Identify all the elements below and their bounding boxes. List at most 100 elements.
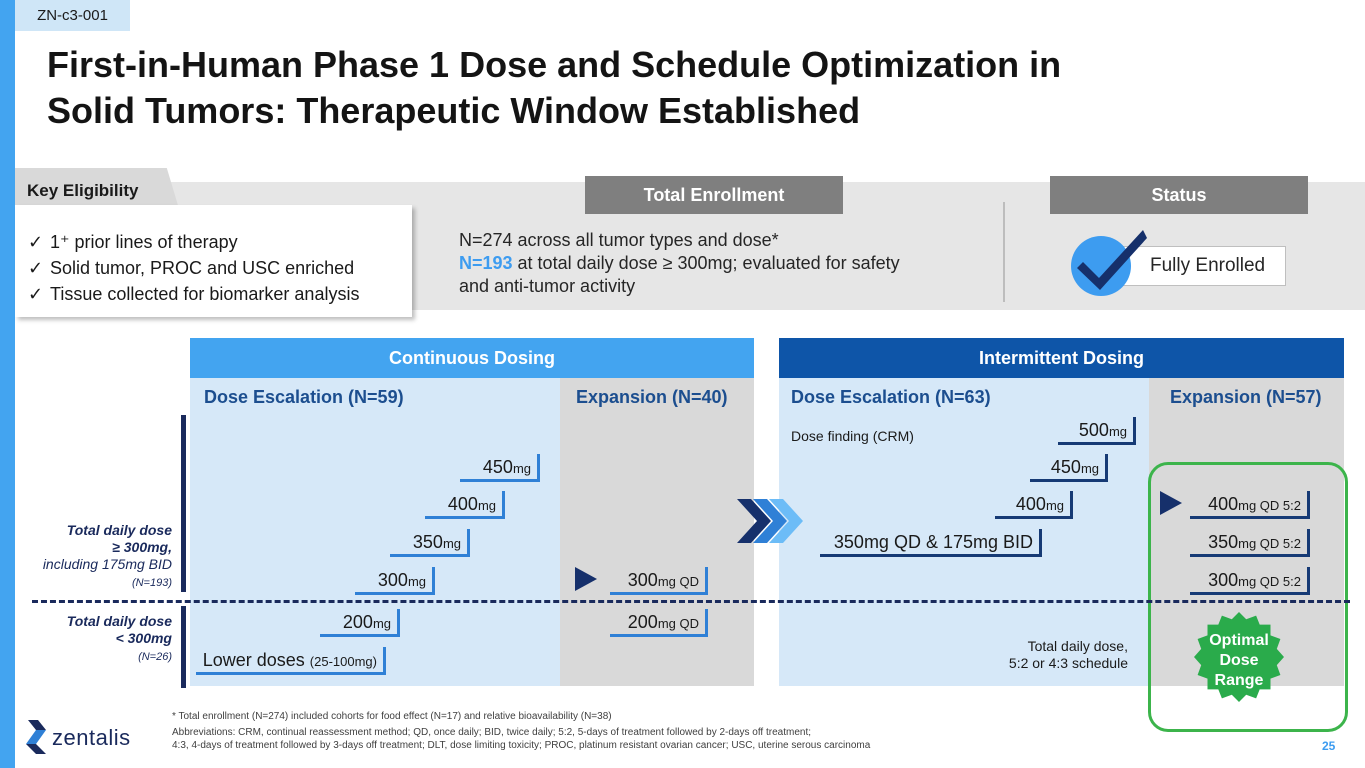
dose-unit: mg (442, 536, 461, 551)
zentalis-logo-icon (26, 720, 48, 754)
dose-range: (25-100mg) (309, 654, 377, 669)
optimal-dose-label: Optimal Dose Range (1194, 631, 1284, 691)
eligibility-item: ✓ Solid tumor, PROC and USC enriched (28, 255, 359, 281)
dose-unit: mg (1045, 498, 1064, 513)
status-badge: Fully Enrolled (1110, 246, 1286, 286)
eligibility-item: ✓ Tissue collected for biomarker analysis (28, 281, 359, 307)
expansion-dose-300mg-qd: 300mg QD (610, 567, 708, 595)
dose-value: 200 (342, 612, 373, 632)
dose-value: 350 (412, 532, 443, 552)
dose-value: Lower doses (202, 650, 310, 670)
key-eligibility-box (15, 205, 412, 317)
continuous-escalation-panel (190, 378, 560, 686)
key-eligibility-tab (15, 168, 180, 212)
dose-value: 350 (1208, 532, 1239, 552)
upper-dose-label: Total daily dose ≥ 300mg, including 175m… (20, 522, 172, 592)
dose-unit: mg (372, 616, 391, 631)
dose-300mg: 300mg (355, 567, 435, 595)
page-number: 25 (1322, 739, 1336, 753)
dose-value: 300 (377, 570, 408, 590)
enrollment-line-1: N=274 across all tumor types and dose* (459, 230, 779, 250)
dose-450mg-intermittent: 450mg (1030, 454, 1108, 482)
dose-400mg: 400mg (425, 491, 505, 519)
intermittent-escalation-label: Dose Escalation (N=63) (791, 387, 991, 407)
divider (1003, 202, 1005, 302)
dose-value: 300 (1208, 570, 1239, 590)
dose-value: 400 (447, 494, 478, 514)
dose-450mg: 450mg (460, 454, 540, 482)
lower-bracket (181, 606, 186, 688)
eligibility-text: 1⁺ prior lines of therapy (50, 232, 238, 252)
side-label-count: (N=26) (138, 651, 172, 663)
enrollment-line-2: N=193 at total daily dose ≥ 300mg; evalu… (459, 252, 900, 275)
check-icon: ✓ (28, 258, 44, 278)
optimal-range-box (1148, 462, 1348, 732)
side-label-count: (N=193) (131, 577, 172, 589)
side-label-bold: Total daily dose (66, 522, 172, 538)
continuous-expansion-label: Expansion (N=40) (576, 387, 728, 407)
enrollment-text: N=274 across all tumor types and dose* N… (459, 229, 900, 298)
status-header: Status (1050, 176, 1308, 214)
dose-lower: Lower doses (25-100mg) (196, 647, 386, 675)
side-label-bold: Total daily dose (66, 613, 172, 629)
dose-value: 450 (1050, 457, 1081, 477)
footnote-1: * Total enrollment (N=274) included coho… (172, 711, 612, 722)
dose-unit: mg (477, 498, 496, 513)
schedule-note-line: Total daily dose, (1027, 638, 1128, 654)
eligibility-text: Tissue collected for biomarker analysis (50, 284, 360, 304)
eligibility-list: ✓ 1⁺ prior lines of therapy ✓ Solid tumor,… (28, 229, 359, 307)
dose-value: 300 (627, 570, 658, 590)
expansion-arrow-icon (575, 567, 597, 591)
dose-350mg: 350mg (390, 529, 470, 557)
dose-unit: mg (1108, 424, 1127, 439)
dose-value: 400 (1208, 494, 1239, 514)
dose-unit: mg (407, 574, 426, 589)
enrollment-rest: at total daily dose ≥ 300mg; evaluated f… (512, 253, 900, 273)
footnote-3: 4:3, 4-days of treatment followed by 3-d… (172, 740, 871, 751)
title-line-2: Solid Tumors: Therapeutic Window Establi… (47, 90, 861, 131)
slide-title: First-in-Human Phase 1 Dose and Schedule… (47, 42, 1197, 134)
dose-unit: mg QD 5:2 (1238, 574, 1301, 589)
enrollment-highlight: N=193 (459, 253, 513, 273)
check-icon: ✓ (28, 284, 44, 304)
expansion-dose-300mg-qd-52: 300mg QD 5:2 (1190, 567, 1310, 595)
check-icon: ✓ (28, 232, 44, 252)
zentalis-logo-text: zentalis (52, 725, 131, 750)
optimal-line: Range (1214, 672, 1264, 689)
lower-dose-label: Total daily dose < 300mg (N=26) (20, 613, 172, 666)
key-eligibility-label: Key Eligibility (27, 181, 139, 200)
eligibility-item: ✓ 1⁺ prior lines of therapy (28, 229, 359, 255)
crm-note: Dose finding (CRM) (791, 428, 914, 444)
dose-unit: mg QD 5:2 (1238, 498, 1301, 513)
side-label-bold: ≥ 300mg, (112, 539, 172, 555)
dose-unit: mg (1080, 461, 1099, 476)
schedule-note: Total daily dose, 5:2 or 4:3 schedule (980, 638, 1128, 672)
dose-400mg-intermittent: 400mg (995, 491, 1073, 519)
dose-unit: mg (512, 461, 531, 476)
upper-bracket (181, 415, 186, 592)
side-label-bold: < 300mg (115, 630, 172, 646)
check-icon (1071, 230, 1147, 296)
optimal-dose-badge (1194, 612, 1284, 702)
expansion-dose-400mg-qd-52: 400mg QD 5:2 (1190, 491, 1310, 519)
slide-tag: ZN-c3-001 (15, 0, 130, 31)
continuous-dosing-header: Continuous Dosing (190, 338, 754, 378)
side-label-text: including 175mg BID (42, 556, 172, 572)
intermittent-expansion-label: Expansion (N=57) (1170, 387, 1322, 407)
chevron-right-icon (737, 496, 807, 546)
dose-value: 450 (482, 457, 513, 477)
expansion-dose-200mg-qd: 200mg QD (610, 609, 708, 637)
continuous-expansion-panel (560, 378, 754, 686)
intermittent-escalation-panel (779, 378, 1149, 686)
intermittent-dosing-header: Intermittent Dosing (779, 338, 1344, 378)
enrollment-line-3: and anti-tumor activity (459, 276, 636, 296)
title-line-1: First-in-Human Phase 1 Dose and Schedule… (47, 44, 1062, 85)
dose-unit: mg QD 5:2 (1238, 536, 1301, 551)
dose-value: 400 (1015, 494, 1046, 514)
eligibility-text: Solid tumor, PROC and USC enriched (50, 258, 355, 278)
continuous-escalation-label: Dose Escalation (N=59) (204, 387, 404, 407)
dose-value: 500 (1078, 420, 1109, 440)
dose-200mg: 200mg (320, 609, 400, 637)
total-enrollment-header: Total Enrollment (585, 176, 843, 214)
dose-unit: mg QD (657, 574, 699, 589)
